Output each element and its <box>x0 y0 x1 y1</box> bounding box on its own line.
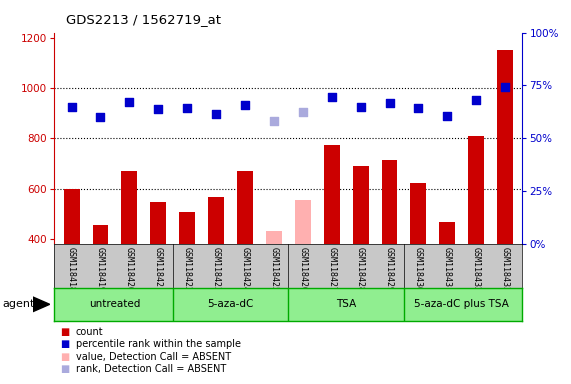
Point <box>154 106 163 113</box>
Text: percentile rank within the sample: percentile rank within the sample <box>76 339 241 349</box>
Text: GSM118429: GSM118429 <box>385 247 394 292</box>
Text: GSM118427: GSM118427 <box>327 247 336 292</box>
Bar <box>266 231 282 244</box>
Text: TSA: TSA <box>336 299 356 310</box>
Point <box>240 102 250 108</box>
Text: GSM118418: GSM118418 <box>67 247 76 292</box>
Text: GSM118432: GSM118432 <box>472 247 481 292</box>
Text: count: count <box>76 327 103 337</box>
Point <box>356 104 365 110</box>
Text: GSM118423: GSM118423 <box>212 247 220 292</box>
Point <box>270 118 279 124</box>
Text: GSM118431: GSM118431 <box>443 247 452 292</box>
Point <box>183 105 192 111</box>
Point <box>327 94 336 100</box>
Point <box>472 97 481 103</box>
Bar <box>353 166 368 244</box>
Text: GSM118424: GSM118424 <box>240 247 250 292</box>
Point <box>67 104 76 110</box>
Text: ■: ■ <box>60 352 69 362</box>
Text: GSM118430: GSM118430 <box>414 247 423 292</box>
Point <box>443 113 452 119</box>
Bar <box>150 202 166 244</box>
Point <box>125 99 134 105</box>
Bar <box>237 171 253 244</box>
Text: agent: agent <box>3 299 35 310</box>
Point <box>385 99 394 106</box>
Point <box>414 105 423 111</box>
Text: GSM118420: GSM118420 <box>125 247 134 292</box>
Text: GSM118433: GSM118433 <box>501 247 510 292</box>
Bar <box>179 212 195 244</box>
Text: GSM118421: GSM118421 <box>154 247 163 292</box>
Bar <box>93 225 108 244</box>
Text: GSM118419: GSM118419 <box>96 247 105 292</box>
Bar <box>208 197 224 244</box>
Text: GSM118428: GSM118428 <box>356 247 365 292</box>
Bar <box>63 189 79 244</box>
Text: rank, Detection Call = ABSENT: rank, Detection Call = ABSENT <box>76 364 226 374</box>
Bar <box>411 183 427 244</box>
Text: ■: ■ <box>60 339 69 349</box>
Text: GDS2213 / 1562719_at: GDS2213 / 1562719_at <box>66 13 220 26</box>
Point <box>501 84 510 90</box>
Bar <box>122 171 138 244</box>
Bar <box>324 144 340 244</box>
Point <box>96 114 105 121</box>
Text: GSM118422: GSM118422 <box>183 247 192 292</box>
Text: 5-aza-dC: 5-aza-dC <box>207 299 254 310</box>
Bar <box>497 50 513 244</box>
Text: ■: ■ <box>60 327 69 337</box>
Text: GSM118426: GSM118426 <box>298 247 307 292</box>
Bar <box>295 200 311 244</box>
Bar <box>468 136 484 244</box>
Bar <box>381 160 397 244</box>
Polygon shape <box>33 297 50 312</box>
Bar <box>439 222 455 244</box>
Text: value, Detection Call = ABSENT: value, Detection Call = ABSENT <box>76 352 231 362</box>
Point <box>298 109 307 115</box>
Text: ■: ■ <box>60 364 69 374</box>
Text: GSM118425: GSM118425 <box>270 247 279 292</box>
Text: untreated: untreated <box>89 299 140 310</box>
Point <box>211 111 220 118</box>
Text: 5-aza-dC plus TSA: 5-aza-dC plus TSA <box>415 299 509 310</box>
